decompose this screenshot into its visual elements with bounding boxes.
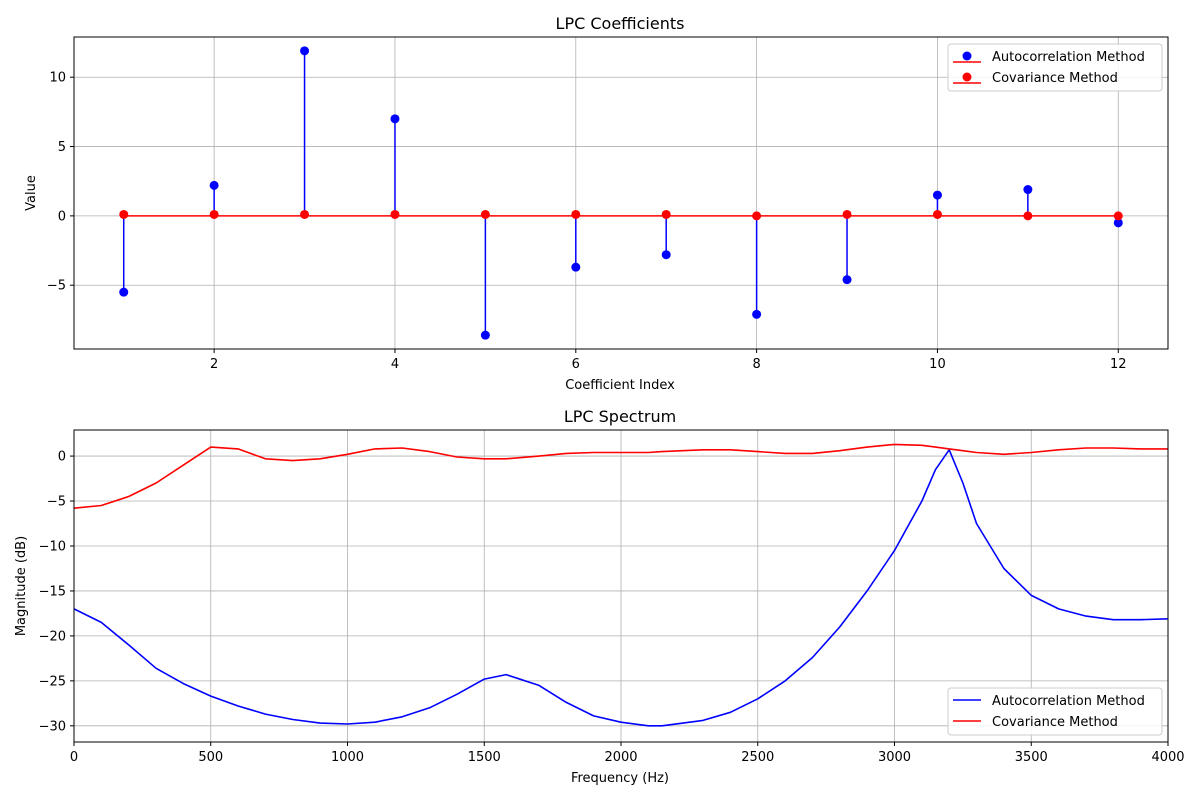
x-tick-label: 3000 bbox=[878, 750, 911, 765]
y-axis-label: Value bbox=[24, 175, 39, 211]
x-axis-label: Frequency (Hz) bbox=[571, 771, 669, 786]
y-tick-label: −15 bbox=[39, 584, 66, 599]
legend: Autocorrelation Method Covariance Method bbox=[947, 687, 1163, 736]
data-point bbox=[300, 46, 310, 56]
data-point bbox=[842, 275, 852, 285]
data-point bbox=[1023, 185, 1033, 195]
y-tick-label: −20 bbox=[39, 629, 66, 644]
series-markers-1 bbox=[119, 209, 1123, 221]
y-tick-label: −30 bbox=[39, 719, 66, 734]
series-markers-0 bbox=[119, 46, 1123, 340]
legend-label: Autocorrelation Method bbox=[992, 694, 1145, 709]
data-point bbox=[209, 209, 219, 219]
data-point bbox=[1113, 218, 1123, 228]
ticks: 0 500 1000 1500 2000 2500 3000 3500 4000 −30 −25 −2… bbox=[39, 450, 1185, 765]
legend: Autocorrelation Method Covariance Method bbox=[947, 43, 1163, 92]
legend-label: Covariance Method bbox=[992, 71, 1118, 86]
data-point bbox=[571, 209, 581, 219]
data-point bbox=[571, 262, 581, 272]
data-point bbox=[752, 211, 762, 221]
x-tick-label: 2 bbox=[210, 357, 218, 372]
data-point bbox=[119, 209, 129, 219]
y-tick-label: −25 bbox=[39, 674, 66, 689]
x-tick-label: 2000 bbox=[604, 750, 637, 765]
data-point bbox=[390, 209, 400, 219]
y-tick-label: 5 bbox=[58, 140, 66, 155]
y-tick-label: 0 bbox=[58, 450, 66, 465]
data-point bbox=[661, 250, 671, 260]
x-tick-label: 2500 bbox=[741, 750, 774, 765]
x-tick-label: 12 bbox=[1110, 357, 1127, 372]
x-tick-label: 8 bbox=[752, 357, 760, 372]
data-point bbox=[661, 209, 671, 219]
data-point bbox=[300, 209, 310, 219]
x-tick-label: 6 bbox=[572, 357, 580, 372]
x-tick-label: 10 bbox=[929, 357, 946, 372]
x-axis-label: Coefficient Index bbox=[565, 378, 675, 393]
y-tick-label: 10 bbox=[49, 71, 66, 86]
data-point bbox=[932, 190, 942, 200]
y-tick-label: 0 bbox=[58, 209, 66, 224]
legend-box bbox=[947, 687, 1163, 736]
chart-title: LPC Coefficients bbox=[556, 14, 685, 33]
y-axis-label: Magnitude (dB) bbox=[14, 536, 29, 636]
x-tick-label: 1000 bbox=[331, 750, 364, 765]
legend-label: Autocorrelation Method bbox=[992, 50, 1145, 65]
axes-frame bbox=[73, 36, 1169, 350]
y-tick-label: −5 bbox=[47, 279, 66, 294]
legend-marker bbox=[962, 51, 972, 61]
data-point bbox=[932, 209, 942, 219]
ticks: 2 4 6 8 10 12 −5 0 5 10 bbox=[47, 71, 1127, 372]
x-tick-label: 500 bbox=[198, 750, 223, 765]
x-tick-label: 1500 bbox=[468, 750, 501, 765]
series-0 bbox=[122, 50, 1120, 336]
y-tick-label: −10 bbox=[39, 539, 66, 554]
series-line-0 bbox=[73, 448, 1169, 727]
x-tick-label: 4 bbox=[391, 357, 399, 372]
data-point bbox=[119, 287, 129, 297]
data-point bbox=[480, 209, 490, 219]
series-line-1 bbox=[73, 443, 1168, 509]
x-tick-label: 4000 bbox=[1151, 750, 1184, 765]
data-point bbox=[1023, 211, 1033, 221]
data-point bbox=[1113, 211, 1123, 221]
data-point bbox=[480, 330, 490, 340]
data-point bbox=[752, 309, 762, 319]
y-tick-label: −5 bbox=[47, 495, 66, 510]
data-point bbox=[842, 209, 852, 219]
chart-title: LPC Spectrum bbox=[564, 407, 676, 426]
data-point bbox=[209, 180, 219, 190]
legend-box bbox=[947, 43, 1163, 92]
x-tick-label: 0 bbox=[70, 750, 78, 765]
legend-marker bbox=[962, 72, 972, 82]
lpc-spectrum-chart: LPC Spectrum 0 500 1000 1500 2000 2500 3000 350… bbox=[14, 407, 1185, 786]
lpc-coefficients-chart: LPC Coefficients 2 4 6 8 10 12 −5 0 5 10 Coeffici… bbox=[24, 14, 1169, 393]
plot-area bbox=[73, 443, 1169, 727]
legend-label: Covariance Method bbox=[992, 715, 1118, 730]
data-point bbox=[390, 114, 400, 124]
plot-area bbox=[119, 46, 1123, 340]
x-tick-label: 3500 bbox=[1015, 750, 1048, 765]
